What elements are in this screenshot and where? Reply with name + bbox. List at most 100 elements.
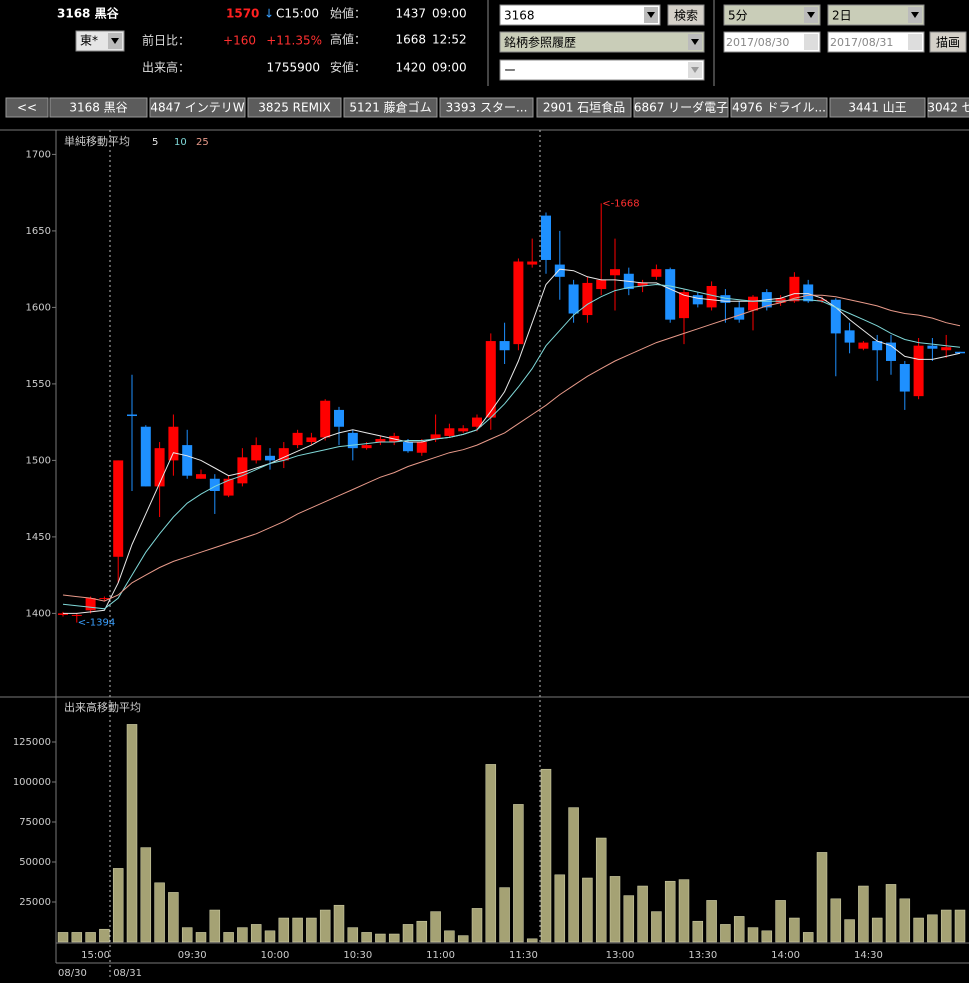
candle-body: [913, 345, 924, 397]
volume-bar: [678, 879, 690, 943]
tab[interactable]: [633, 97, 729, 118]
y-tick-label: 100000: [13, 777, 51, 788]
sub: ー: [504, 64, 516, 78]
volume-bar: [664, 880, 676, 943]
market: 東*: [80, 34, 98, 48]
candle-body: [209, 478, 220, 491]
interval-select[interactable]: [723, 4, 821, 26]
tab[interactable]: [343, 97, 438, 118]
candle-body: [444, 428, 455, 436]
volume-bar: [568, 807, 579, 943]
candle-body: [955, 351, 965, 354]
controls: 3168 検索 銘柄参照履歴 ー 5分 2日 2017/08/30 2017/0…: [499, 4, 967, 81]
volume-bar: [223, 932, 234, 943]
direction: ↓: [264, 7, 274, 21]
candle-body: [596, 279, 607, 290]
tab[interactable]: [5, 97, 49, 118]
date-from-input[interactable]: [723, 31, 821, 53]
moving-average: [62, 294, 961, 602]
volume-bar: [595, 837, 607, 943]
candle-body: [140, 426, 151, 487]
change-label: 前日比：: [142, 33, 190, 48]
volume-bar: [747, 927, 759, 943]
x-tick-label: 14:00: [771, 950, 800, 961]
interval: 5分: [728, 9, 748, 23]
candle-body: [265, 455, 275, 461]
volume: 1755900: [267, 61, 320, 75]
tab[interactable]: [49, 97, 148, 118]
x-tick-label: 15:00: [81, 950, 110, 961]
volume-bar: [278, 917, 290, 943]
period: 2日: [832, 9, 852, 23]
volume-bar: [402, 924, 414, 943]
x-tick-label: 11:30: [509, 950, 538, 961]
volume-bar: [444, 930, 455, 943]
tab[interactable]: [536, 97, 632, 118]
candle-body: [416, 442, 427, 453]
history-select[interactable]: [499, 31, 705, 53]
candle-body: [99, 598, 110, 600]
quote-header: 3168 黒谷 1570 ↓ C15:00 東* 前日比： +160 +11.3…: [57, 6, 467, 75]
tab[interactable]: [149, 97, 246, 118]
volume-bar: [540, 768, 552, 943]
tab[interactable]: [927, 97, 969, 118]
code-input[interactable]: [499, 4, 661, 26]
volume-bar: [181, 927, 193, 943]
candle-body: [168, 426, 179, 461]
candle-body: [182, 445, 193, 476]
volume-bar: [499, 887, 510, 943]
candle-body: [665, 269, 676, 320]
high-marker: <-1668: [602, 198, 639, 209]
volume-bar: [526, 938, 538, 943]
period-select[interactable]: [827, 4, 925, 26]
tab[interactable]: [439, 97, 534, 118]
price: 1570: [226, 7, 259, 21]
x-tick-label: 13:30: [688, 950, 717, 961]
search-label: 検索: [674, 9, 698, 23]
candle-body: [320, 400, 331, 438]
tab[interactable]: [247, 97, 342, 118]
volume-bar: [471, 908, 483, 943]
candle-body: [237, 457, 248, 484]
high-label: 高値：: [330, 32, 366, 47]
candle-body: [554, 264, 565, 277]
tab-label: 4847 インテリW: [150, 101, 244, 115]
candle-body: [85, 598, 96, 611]
candle-body: [679, 292, 689, 319]
volume-bar: [954, 909, 966, 943]
arrow-icon: [691, 39, 699, 45]
y-tick-label: 75000: [19, 817, 51, 828]
candle-body: [527, 261, 538, 265]
low-time: 09:00: [432, 61, 467, 75]
volume-bar: [554, 874, 566, 943]
history: 銘柄参照履歴: [504, 35, 576, 50]
volume-bar: [789, 917, 800, 943]
y-tick-label: 1550: [26, 379, 51, 390]
high: 1668: [395, 33, 426, 47]
sub-select[interactable]: [499, 59, 705, 81]
tab-label: <<: [17, 101, 37, 115]
candle-body: [610, 269, 620, 276]
candle-body: [927, 345, 938, 349]
volume-bar: [361, 932, 372, 943]
candle-body: [637, 282, 648, 286]
y-tick-label: 25000: [19, 897, 51, 908]
open-time: 09:00: [432, 7, 467, 21]
volume-bar: [651, 911, 662, 943]
search-button[interactable]: [667, 4, 705, 26]
volume-bar: [306, 917, 317, 943]
candle-body: [872, 341, 883, 351]
y-tick-label: 125000: [13, 737, 51, 748]
date-to-input[interactable]: [827, 31, 925, 53]
candle-body: [541, 215, 551, 260]
candle-body: [734, 307, 745, 320]
draw-button[interactable]: [929, 31, 967, 53]
arrow-icon: [911, 12, 919, 18]
volume-bar: [430, 911, 441, 943]
candle-body: [403, 442, 413, 452]
tab[interactable]: [730, 97, 828, 118]
dropdown-arrow: [908, 34, 922, 50]
tab[interactable]: [829, 97, 926, 118]
volume-bar: [375, 933, 386, 943]
plot: 単純移動平均 5 10 25 1400 1450 1500 1550 1600 1650 1700 <…: [13, 134, 966, 979]
